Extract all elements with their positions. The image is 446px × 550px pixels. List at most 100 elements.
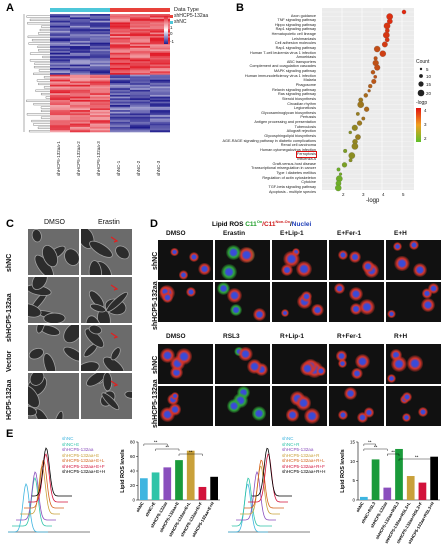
fluo-col-label: R+Fer-1 [337,333,362,340]
fluo-row-label: shHCP5-132aa [152,379,159,428]
heatmap-cell [90,22,110,25]
heatmap-cell [110,39,130,42]
cell-signal [295,394,312,411]
heatmap-cell [50,115,70,118]
heatmap-cell [50,37,70,40]
cell-signal [349,286,364,301]
cell-signal [253,308,267,321]
heatmap-cell [110,56,130,59]
cell-signal [338,250,348,260]
mitochondrion [101,392,120,411]
heatmap-cell [130,123,150,126]
mitochondrion [89,303,107,313]
heatmap-cell [90,20,110,23]
cell-signal [198,263,211,276]
heatmap-cell [70,66,90,69]
heatmap-cell [130,78,150,81]
heatmap-cell [110,17,130,20]
heatmap-cell [50,56,70,59]
flow-histogram-right [228,447,310,533]
count-legend-value: 15 [426,82,432,87]
flow-histogram-curve [243,459,284,509]
tem-col-dmso: DMSO [44,219,65,226]
heatmap-cell [70,126,90,129]
heatmap-cell [110,91,130,94]
heatmap-cell [130,98,150,101]
legend-swatch-shnc [170,21,173,24]
y-axis-label: Lipid ROS levels [340,449,346,492]
heatmap-cell [150,91,170,94]
heatmap-cell [50,116,70,119]
pathway-label: MAPK signaling pathway [274,69,316,74]
cell-signal [361,259,375,273]
heatmap-cell [150,56,170,59]
cell-signal [344,387,358,401]
fluorescence-image [272,240,327,280]
heatmap-cell [150,61,170,64]
heatmap-cell [50,22,70,25]
kegg-point [379,50,387,57]
heatmap-cell [50,83,70,86]
heatmap-cell [90,91,110,94]
kegg-point [373,75,378,79]
tem-col-erastin: Erastin [98,219,120,226]
heatmap-cell [110,25,130,28]
pathway-label: Transcriptional misregulation in cancer [251,166,316,171]
heatmap-cell [110,126,130,129]
heatmap-cell [70,25,90,28]
tem-texture [28,277,66,323]
heatmap-cell [70,27,90,30]
heatmap-cell [50,84,70,87]
heatmap-cell [70,62,90,65]
fluorescence-image [386,344,441,384]
y-tick-label: 0 [132,498,135,503]
heatmap-cell [90,44,110,47]
heatmap-cell [150,89,170,92]
tem-texture [81,229,130,275]
heatmap-cell [150,71,170,74]
heatmap-cell [130,15,150,18]
pathway-label: Antigen processing and presentation [254,120,316,125]
fluorescence-image [215,240,270,280]
heatmap-cell [70,59,90,62]
heatmap-cell [90,96,110,99]
flow-histogram-curve [248,453,288,503]
kegg-point [383,22,391,30]
heatmap-cell [130,74,150,77]
heatmap-cell [130,49,150,52]
cell-signal [220,264,237,280]
kegg-point [371,78,377,84]
heatmap-cell [90,78,110,81]
flow-legend-item: shNC+E [62,441,80,447]
kegg-point [351,124,358,131]
x-tick-label: shNC [135,501,145,513]
title-part-nuclei: Nuclei [291,221,312,229]
significance-bracket [155,448,180,451]
kegg-point [364,106,370,112]
fluorescence-image [329,240,384,280]
count-legend-dot [417,89,425,97]
heatmap-cell [90,125,110,128]
heatmap-col-label: shNC-2 [136,160,141,176]
kegg-point [387,18,393,25]
heatmap-cell [130,103,150,106]
heatmap-cell [130,46,150,49]
heatmap-cell [150,37,170,40]
count-legend-value: 10 [426,74,432,79]
tem-image [81,325,132,371]
flow-legend-left: shNC shNC+E shHCP5-132aa shHCP5-132aa+E shHC… [62,436,142,486]
cell-signal [170,247,179,257]
heatmap-cell [90,123,110,126]
heatmap-cell [90,81,110,84]
pathway-label: Steroid biosynthesis [282,96,316,101]
pathway-label: Hippo signaling pathway [274,22,316,27]
pathway-label: Cell adhesion molecules [274,41,316,46]
mitochondrion [64,248,79,266]
heatmap-cell [90,115,110,118]
heatmap-cell [150,59,170,62]
heatmap-color-scale [164,16,168,44]
heatmap-cell [50,126,70,129]
significance-bracket [143,443,168,446]
heatmap-cell [150,99,170,102]
